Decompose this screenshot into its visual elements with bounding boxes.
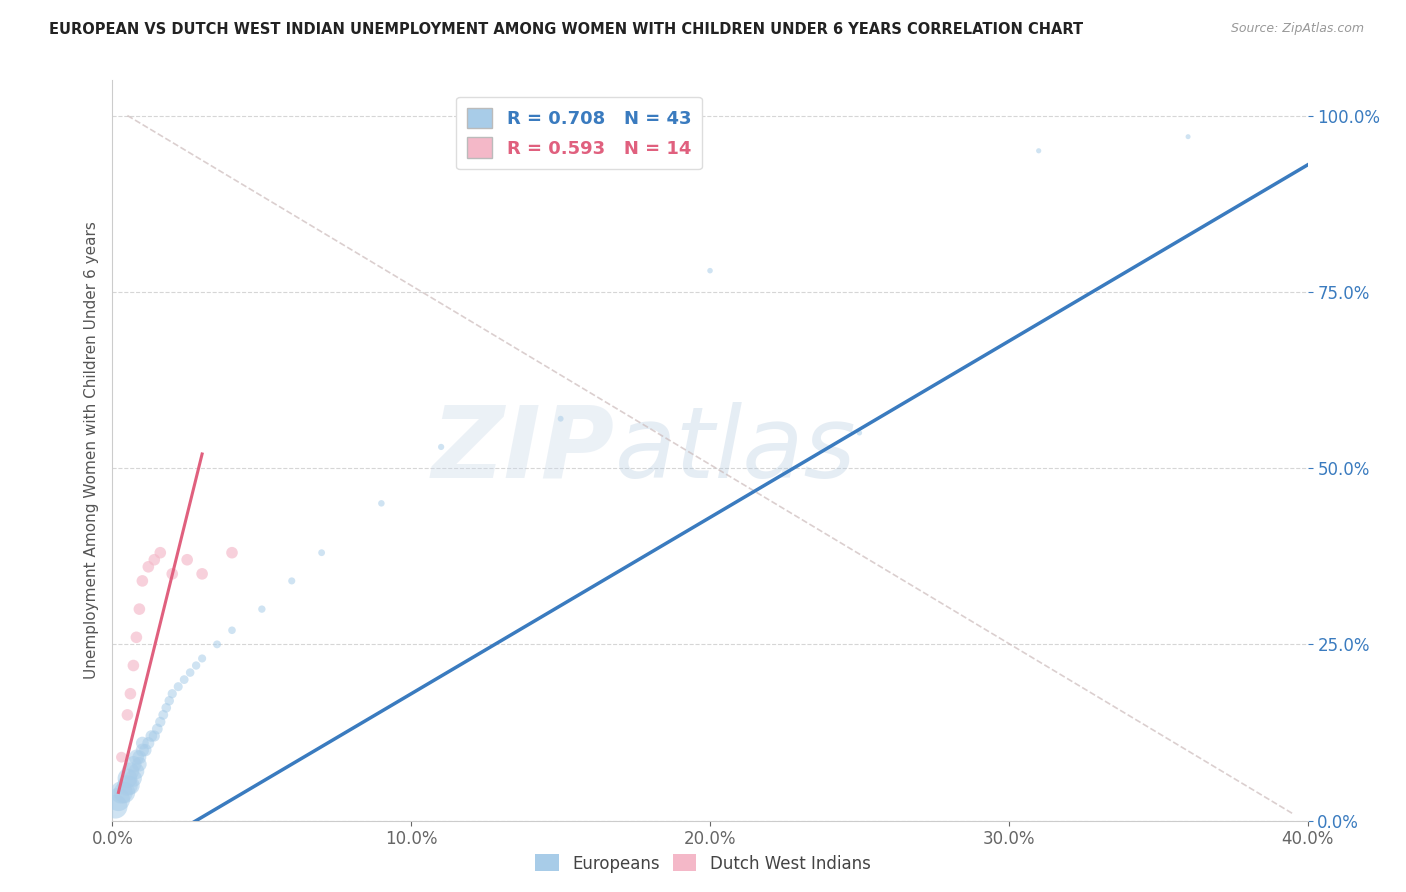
Legend: R = 0.708   N = 43, R = 0.593   N = 14: R = 0.708 N = 43, R = 0.593 N = 14 <box>456 96 702 169</box>
Point <box>128 602 150 616</box>
Point <box>191 651 214 665</box>
Point <box>131 736 153 750</box>
Point <box>128 757 150 772</box>
Point <box>281 574 304 588</box>
Point <box>122 757 145 772</box>
Point <box>162 687 183 701</box>
Point <box>138 736 160 750</box>
Point <box>173 673 195 687</box>
Point <box>104 799 127 814</box>
Point <box>117 778 139 792</box>
Point <box>120 764 142 779</box>
Point <box>149 714 172 729</box>
Point <box>120 687 142 701</box>
Point <box>370 496 392 510</box>
Text: ZIP: ZIP <box>432 402 614 499</box>
Point <box>550 411 572 425</box>
Point <box>191 566 214 581</box>
Point <box>143 553 166 567</box>
Point <box>134 743 156 757</box>
Point <box>179 665 201 680</box>
Point <box>114 785 135 799</box>
Point <box>205 637 228 651</box>
Point <box>250 602 273 616</box>
Text: EUROPEAN VS DUTCH WEST INDIAN UNEMPLOYMENT AMONG WOMEN WITH CHILDREN UNDER 6 YEA: EUROPEAN VS DUTCH WEST INDIAN UNEMPLOYME… <box>49 22 1084 37</box>
Point <box>152 707 174 722</box>
Point <box>117 707 139 722</box>
Point <box>221 546 243 560</box>
Point <box>311 546 333 560</box>
Y-axis label: Unemployment Among Women with Children Under 6 years: Unemployment Among Women with Children U… <box>83 221 98 680</box>
Point <box>186 658 208 673</box>
Point <box>146 722 169 736</box>
Point <box>125 630 148 644</box>
Legend: Europeans, Dutch West Indians: Europeans, Dutch West Indians <box>529 847 877 880</box>
Point <box>125 750 148 764</box>
Point <box>430 440 453 454</box>
Text: atlas: atlas <box>614 402 856 499</box>
Point <box>1177 129 1199 144</box>
Point <box>1028 144 1050 158</box>
Point <box>122 772 145 786</box>
Text: Source: ZipAtlas.com: Source: ZipAtlas.com <box>1230 22 1364 36</box>
Point <box>155 701 177 715</box>
Point <box>131 743 153 757</box>
Point <box>128 750 150 764</box>
Point <box>176 553 198 567</box>
Point <box>162 566 183 581</box>
Point <box>122 658 145 673</box>
Point <box>157 694 180 708</box>
Point <box>117 772 139 786</box>
Point <box>167 680 190 694</box>
Point <box>149 546 172 560</box>
Point <box>699 263 721 277</box>
Point <box>110 785 132 799</box>
Point <box>141 729 163 743</box>
Point <box>107 792 129 806</box>
Point <box>125 764 148 779</box>
Point <box>110 750 132 764</box>
Point <box>143 729 166 743</box>
Point <box>221 624 243 638</box>
Point <box>138 559 160 574</box>
Point <box>131 574 153 588</box>
Point <box>848 425 870 440</box>
Point <box>120 778 142 792</box>
